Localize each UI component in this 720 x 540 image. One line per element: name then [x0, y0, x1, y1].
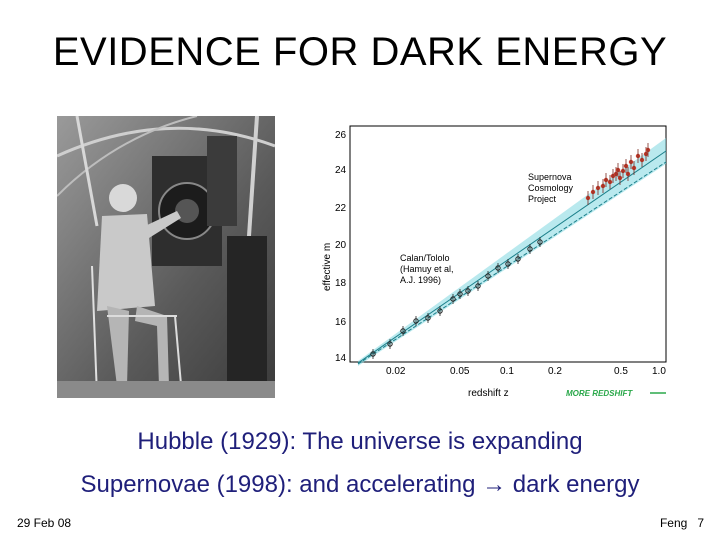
y-tick-26: 26 [335, 130, 347, 141]
footer-date: 29 Feb 08 [17, 516, 72, 530]
y-tick-18: 18 [335, 278, 347, 289]
hubble-photo [57, 116, 275, 398]
x-tick-0-02: 0.02 [386, 366, 406, 377]
label-scp-2: Cosmology [528, 183, 574, 193]
x-tick-0-2: 0.2 [548, 366, 562, 377]
y-tick-22: 22 [335, 203, 347, 214]
y-tick-16: 16 [335, 317, 347, 328]
x-axis-label: redshift z [468, 388, 509, 399]
data-points [370, 143, 651, 359]
footer-author: Feng [659, 516, 688, 530]
label-ct-2: (Hamuy et al, [400, 264, 454, 274]
y-tick-20: 20 [335, 240, 347, 251]
hubble-photo-drawing [57, 116, 275, 398]
y-tick-24: 24 [335, 165, 347, 176]
supernova-hubble-diagram: 26 24 22 20 18 16 14 0.02 0.05 0.1 0.2 0… [318, 116, 670, 400]
caption-dark-energy: dark energy [512, 471, 640, 498]
label-scp-1: Supernova [528, 172, 572, 182]
y-axis-label: effective m [322, 243, 333, 291]
label-scp-3: Project [528, 194, 557, 204]
label-ct-1: Calan/Tololo [400, 253, 450, 263]
page-number: 7 [697, 516, 704, 530]
caption-supernovae: Supernovae (1998): and accelerating → da… [0, 471, 720, 499]
caption-supernovae-text: Supernovae (1998): and accelerating [80, 471, 476, 498]
x-tick-1-0: 1.0 [652, 366, 666, 377]
footer-author-page: Feng 7 [660, 516, 704, 530]
more-redshift-label: MORE REDSHIFT [566, 389, 633, 398]
slide-title: EVIDENCE FOR DARK ENERGY [52, 30, 668, 74]
caption-hubble: Hubble (1929): The universe is expanding [137, 428, 583, 455]
model-line-1 [357, 150, 667, 364]
label-ct-3: A.J. 1996) [400, 275, 441, 285]
x-tick-0-05: 0.05 [450, 366, 470, 377]
x-tick-0-5: 0.5 [614, 366, 628, 377]
right-arrow-icon: → [482, 471, 507, 498]
hubble-diagram-svg: 26 24 22 20 18 16 14 0.02 0.05 0.1 0.2 0… [322, 125, 667, 399]
model-band [358, 138, 666, 366]
y-tick-14: 14 [335, 353, 347, 364]
x-tick-0-1: 0.1 [500, 366, 514, 377]
model-line-2 [357, 161, 667, 365]
